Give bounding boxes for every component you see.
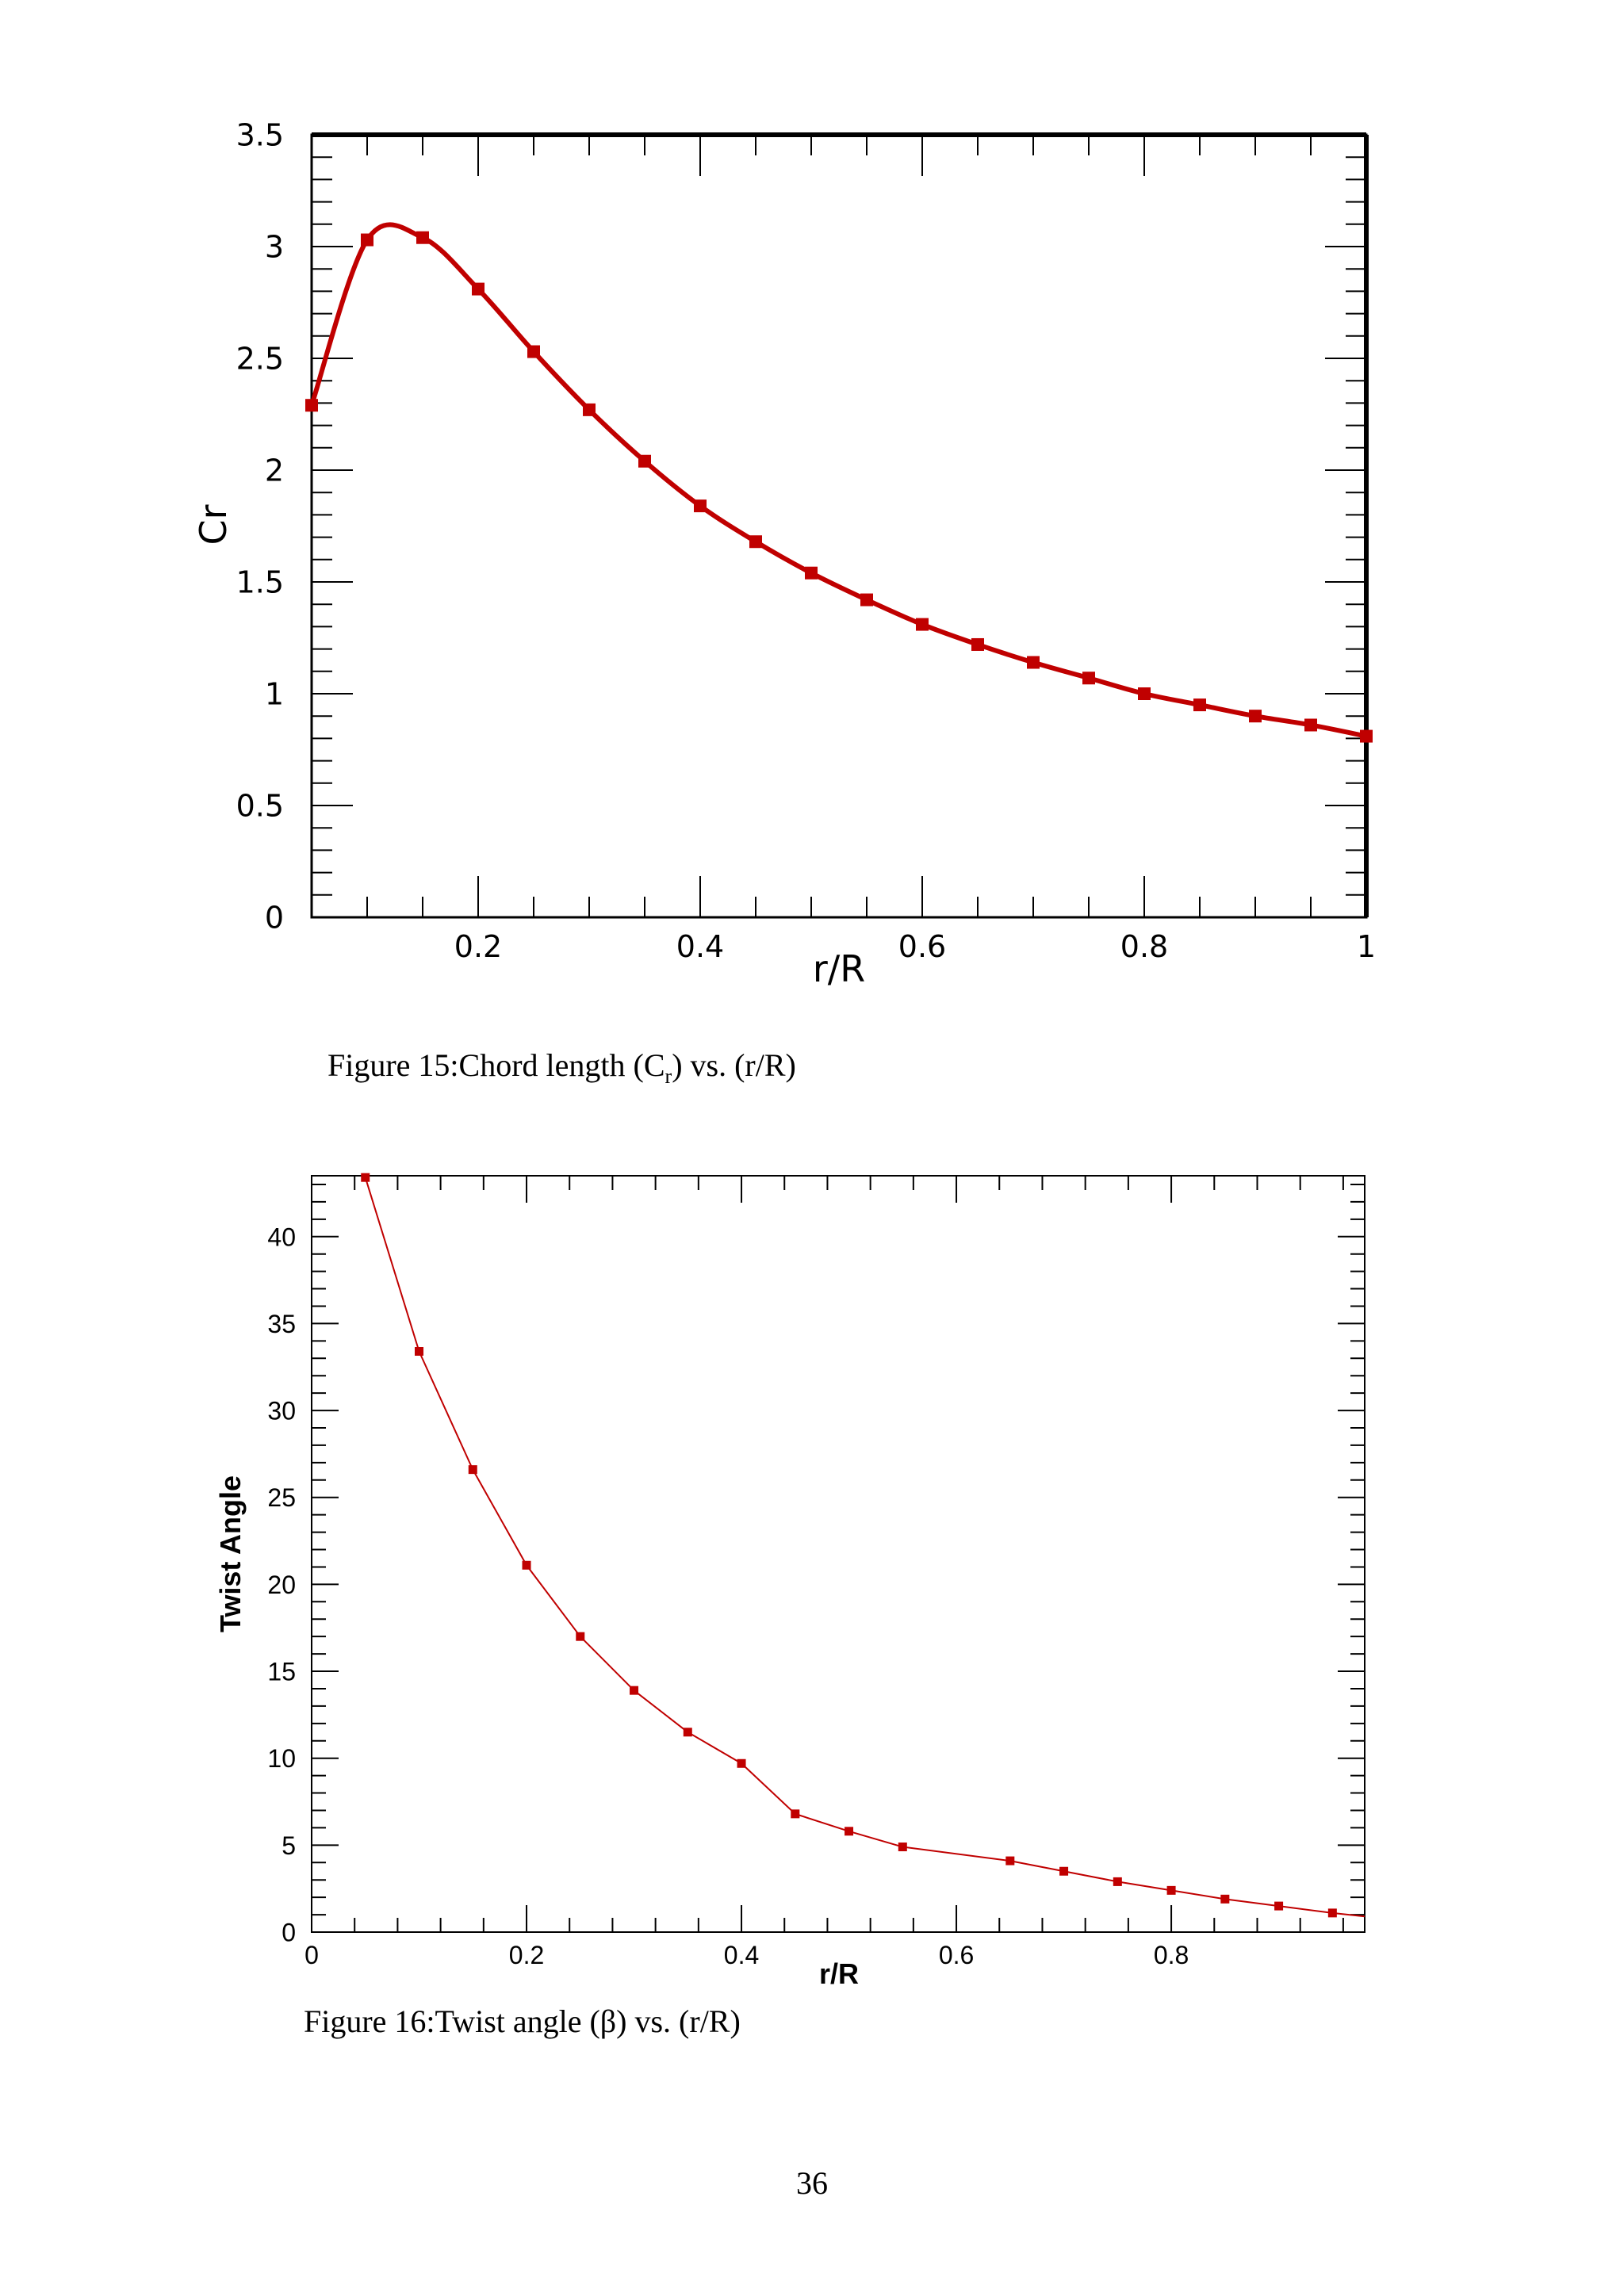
data-point-marker <box>916 618 929 631</box>
x-axis-title: r/R <box>819 1957 859 1990</box>
data-point-marker <box>694 499 707 513</box>
plot-frame <box>310 133 1368 919</box>
data-point-marker <box>1360 729 1373 743</box>
y-tick-label: 10 <box>267 1744 296 1773</box>
figure-15-caption-subscript: r <box>665 1065 672 1088</box>
chord-length-chart: 0 0.5 1 1.5 2 2.5 3 3.5 0.2 0.4 0.6 0.8 1 r/R Cr <box>192 118 1376 990</box>
data-point-marker <box>415 1347 424 1357</box>
x-tick-label: 0.4 <box>724 1941 759 1969</box>
x-tick-label: 0 <box>304 1941 319 1969</box>
twist-angle-chart: 0 5 10 15 20 25 30 35 40 0 0.2 0.4 0.6 0.8 r/R Twist An… <box>214 1173 1365 1990</box>
y-tick-label: 0 <box>265 901 284 936</box>
data-point-marker <box>1327 1908 1337 1918</box>
series-line <box>309 222 1367 739</box>
data-point-marker <box>472 282 485 296</box>
data-point-marker <box>1005 1856 1015 1866</box>
x-tick-label: 0.4 <box>676 929 724 964</box>
x-tick-label: 0.6 <box>939 1941 974 1969</box>
data-point-marker <box>361 233 373 247</box>
data-point-marker <box>737 1758 746 1768</box>
x-tick-label: 1 <box>1357 929 1376 964</box>
data-point-marker <box>1113 1877 1122 1886</box>
data-point-marker <box>971 637 984 651</box>
figure-15-caption: Figure 15:Chord length (Cr) vs. (r/R) <box>327 1047 796 1089</box>
y-tick-label: 35 <box>267 1310 296 1338</box>
figure-16-caption: Figure 16:Twist angle (β) vs. (r/R) <box>304 2003 741 2039</box>
data-point-marker <box>805 566 818 580</box>
data-point-marker <box>576 1632 585 1641</box>
y-tick-label: 0 <box>282 1919 296 1947</box>
x-tick-label: 0.2 <box>509 1941 544 1969</box>
data-point-marker <box>845 1827 854 1836</box>
figure-15-caption-text: Figure 15:Chord length (C <box>327 1047 665 1083</box>
data-point-marker <box>638 454 651 468</box>
figure-15-caption-tail: ) vs. (r/R) <box>672 1047 796 1083</box>
data-point-marker <box>630 1686 639 1695</box>
y-tick-label: 5 <box>282 1831 296 1860</box>
y-tick-label: 3.5 <box>236 118 284 153</box>
y-tick-label: 25 <box>267 1483 296 1512</box>
x-tick-label: 0.8 <box>1120 929 1168 964</box>
y-tick-label: 20 <box>267 1571 296 1599</box>
x-tick-label: 0.8 <box>1154 1941 1189 1969</box>
y-tick-label: 2 <box>265 453 284 488</box>
data-point-marker <box>1027 656 1040 669</box>
data-point-marker <box>1138 687 1151 700</box>
data-point-marker <box>749 535 762 549</box>
y-axis-title: Cr <box>192 504 235 545</box>
page-number: 36 <box>796 2165 828 2201</box>
x-tick-label: 0.6 <box>898 929 946 964</box>
data-point-marker <box>1059 1866 1069 1876</box>
data-point-marker <box>361 1173 370 1182</box>
data-point-marker <box>1304 718 1317 732</box>
data-point-marker <box>1082 672 1095 685</box>
plot-frame <box>311 1175 1365 1933</box>
x-axis-title: r/R <box>813 947 865 990</box>
y-tick-label: 15 <box>267 1658 296 1686</box>
data-point-marker <box>583 403 596 416</box>
data-point-marker <box>860 593 873 607</box>
y-tick-label: 1 <box>265 677 284 712</box>
data-point-marker <box>683 1728 692 1737</box>
data-point-marker <box>522 1560 531 1570</box>
y-tick-label: 30 <box>267 1397 296 1425</box>
series-line <box>364 1177 1365 1918</box>
data-point-marker <box>1274 1901 1284 1911</box>
y-axis-title: Twist Angle <box>214 1475 247 1632</box>
data-point-marker <box>305 399 318 412</box>
y-tick-label: 3 <box>265 230 284 265</box>
y-tick-label: 40 <box>267 1223 296 1251</box>
data-point-marker <box>416 231 429 244</box>
data-point-marker <box>468 1465 477 1475</box>
y-tick-label: 0.5 <box>236 789 284 824</box>
y-tick-label: 2.5 <box>236 342 284 377</box>
data-point-marker <box>1193 698 1206 712</box>
data-point-marker <box>1220 1894 1230 1904</box>
x-tick-label: 0.2 <box>454 929 502 964</box>
data-point-marker <box>1166 1885 1176 1895</box>
data-point-marker <box>791 1809 800 1819</box>
data-point-marker <box>527 345 540 358</box>
data-point-marker <box>1249 710 1262 723</box>
y-tick-label: 1.5 <box>236 565 284 600</box>
data-point-marker <box>898 1843 907 1852</box>
